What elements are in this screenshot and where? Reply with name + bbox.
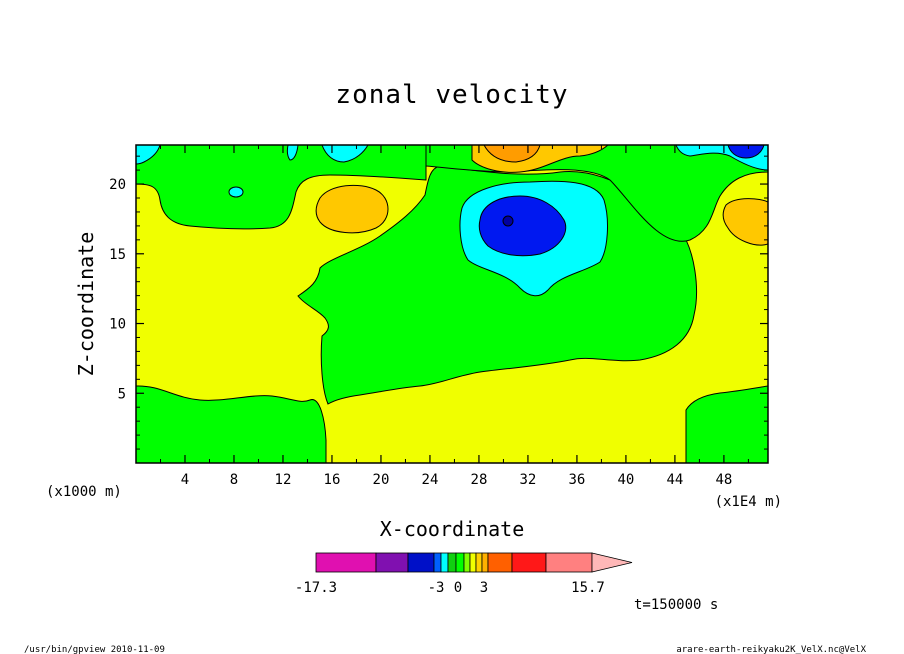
y-tick-label: 20 bbox=[109, 177, 126, 193]
contour-fill-weak-negative-lower-left bbox=[136, 385, 327, 463]
colorbar-arrow bbox=[591, 552, 633, 573]
footer-right: arare-earth-reikyaku2K_VelX.nc@VelX bbox=[676, 645, 866, 654]
y-axis-ticks: 5 10 15 20 bbox=[109, 155, 768, 450]
colorbar-mid-label-zero: 0 bbox=[454, 580, 462, 596]
colorbar-segment bbox=[487, 552, 513, 573]
x-tick-label: 24 bbox=[422, 472, 439, 488]
x-tick-label: 20 bbox=[373, 472, 390, 488]
contour-fill-positive-left-blob bbox=[315, 184, 389, 234]
colorbar-mid-label-neg: -3 bbox=[428, 580, 445, 596]
x-tick-label: 32 bbox=[520, 472, 537, 488]
contour-fill-negative-spot bbox=[228, 186, 244, 198]
y-tick-label: 5 bbox=[118, 386, 126, 402]
colorbar-segment bbox=[469, 552, 477, 573]
x-scale-label: (x1E4 m) bbox=[715, 494, 782, 510]
footer-left: /usr/bin/gpview 2010-11-09 bbox=[24, 645, 165, 654]
contour-fill-negative-top-notch bbox=[286, 145, 299, 161]
y-tick-label: 10 bbox=[109, 317, 126, 333]
x-tick-label: 4 bbox=[181, 472, 189, 488]
contour-fill-negative-top-left bbox=[136, 145, 161, 165]
colorbar-segment bbox=[315, 552, 377, 573]
x-tick-label: 48 bbox=[715, 472, 732, 488]
colorbar bbox=[315, 552, 633, 573]
colorbar-segment bbox=[545, 552, 593, 573]
colorbar-mid-label-pos: 3 bbox=[480, 580, 488, 596]
contour-fill-strong-negative-center bbox=[478, 195, 567, 257]
contour-fill-strong-negative-top-right bbox=[727, 145, 765, 159]
colorbar-segment bbox=[447, 552, 457, 573]
colorbar-segment bbox=[511, 552, 547, 573]
contour-fill-weak-negative-upper-left bbox=[136, 145, 427, 230]
x-tick-label: 40 bbox=[617, 472, 634, 488]
colorbar-segment bbox=[481, 552, 489, 573]
y-tick-label: 15 bbox=[109, 247, 126, 263]
contour-fill-negative-top-mid bbox=[321, 145, 369, 163]
x-axis-ticks: 4 8 12 16 20 24 28 32 36 40 44 48 bbox=[159, 145, 749, 488]
colorbar-segment bbox=[455, 552, 465, 573]
colorbar-segment bbox=[463, 552, 471, 573]
plot-frame bbox=[135, 144, 769, 464]
x-tick-label: 28 bbox=[471, 472, 488, 488]
x-tick-label: 8 bbox=[230, 472, 238, 488]
time-label: t=150000 s bbox=[634, 597, 718, 613]
colorbar-segment bbox=[375, 552, 409, 573]
contour-fill-positive-right-blob bbox=[722, 198, 768, 246]
x-tick-label: 36 bbox=[569, 472, 586, 488]
x-tick-label: 12 bbox=[275, 472, 292, 488]
y-axis-label: Z-coordinate bbox=[74, 232, 98, 377]
colorbar-segment bbox=[440, 552, 449, 573]
x-tick-label: 16 bbox=[324, 472, 341, 488]
colorbar-min-label: -17.3 bbox=[295, 580, 337, 596]
contour-plot-area bbox=[136, 145, 768, 463]
chart-title: zonal velocity bbox=[335, 80, 568, 110]
x-axis-label: X-coordinate bbox=[380, 517, 525, 541]
x-tick-label: 44 bbox=[666, 472, 683, 488]
colorbar-max-label: 15.7 bbox=[571, 580, 605, 596]
contour-fill-strong-positive-top bbox=[483, 145, 541, 163]
colorbar-segment bbox=[475, 552, 483, 573]
contour-fill-weak-negative-lower-right bbox=[685, 385, 768, 463]
contour-fill-minimum bbox=[502, 215, 514, 227]
colorbar-segment bbox=[433, 552, 442, 573]
x-unit-label: (x1000 m) bbox=[46, 484, 122, 500]
colorbar-segment bbox=[407, 552, 435, 573]
